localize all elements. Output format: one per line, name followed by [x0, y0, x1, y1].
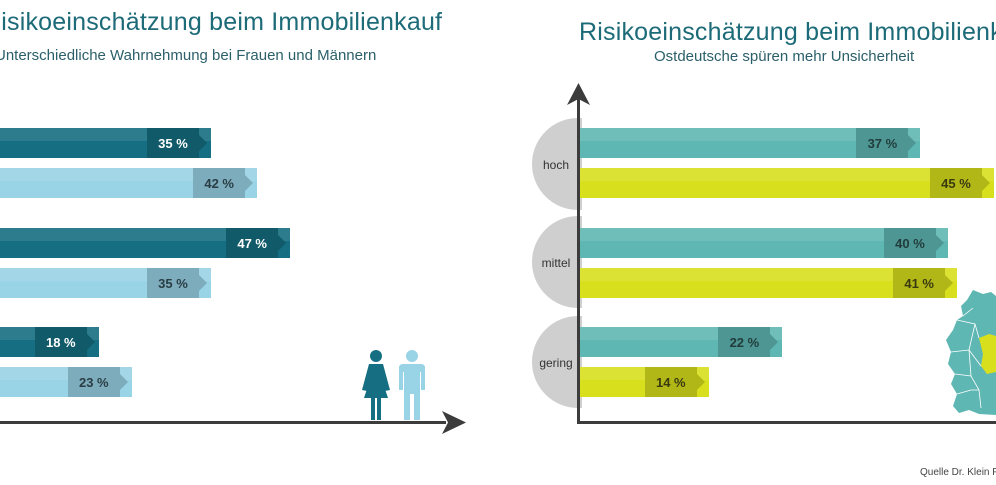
left-chart-subtitle: Unterschiedliche Wahrnehmung bei Frauen … — [0, 47, 377, 64]
woman-icon — [362, 350, 390, 420]
right-value-label: 22 % — [718, 327, 779, 357]
right-y-axis — [577, 97, 580, 424]
left-x-axis-arrow-icon — [442, 411, 466, 434]
right-bar-hoch-1: 45 % — [580, 168, 994, 198]
right-bar-mittel-1: 41 % — [580, 268, 958, 298]
left-chart-title: Risikoeinschätzung beim Immobilienkauf — [0, 8, 443, 36]
right-value-label: 45 % — [930, 168, 990, 198]
left-value-label: 42 % — [193, 168, 254, 198]
left-bar-hoch-1: 42 % — [0, 168, 258, 198]
left-value-label: 18 % — [34, 327, 95, 357]
category-label-hoch: hoch — [542, 158, 570, 172]
right-bar-gering-0: 22 % — [580, 327, 783, 357]
left-bar-gering-1: 23 % — [0, 367, 132, 397]
source-note: Quelle Dr. Klein P — [920, 467, 996, 478]
right-value-label: 40 % — [884, 228, 944, 258]
right-x-axis — [577, 421, 996, 424]
right-bar-hoch-0: 37 % — [580, 128, 921, 158]
left-bar-mittel-1: 35 % — [0, 268, 211, 298]
right-value-label: 14 % — [644, 367, 705, 397]
left-bar-gering-0: 18 % — [0, 327, 99, 357]
right-chart-title: Risikoeinschätzung beim Immobilienkauf — [579, 18, 996, 46]
left-x-axis — [0, 421, 446, 424]
germany-map-icon — [946, 290, 996, 415]
left-bar-hoch-0: 35 % — [0, 128, 211, 158]
left-value-label: 35 % — [147, 268, 207, 298]
left-value-label: 23 % — [67, 367, 128, 397]
left-bar-mittel-0: 47 % — [0, 228, 291, 258]
right-value-label: 37 % — [856, 128, 917, 158]
right-bar-mittel-0: 40 % — [580, 228, 948, 258]
left-value-label: 47 % — [226, 228, 287, 258]
right-y-axis-arrow-icon — [567, 83, 590, 105]
category-label-gering: gering — [539, 356, 573, 370]
category-label-mittel: mittel — [541, 256, 571, 270]
right-bar-gering-1: 14 % — [580, 367, 709, 397]
left-value-label: 35 % — [147, 128, 207, 158]
right-chart-subtitle: Ostdeutsche spüren mehr Unsicherheit — [654, 48, 915, 65]
right-value-label: 41 % — [893, 268, 954, 298]
man-icon — [399, 350, 425, 420]
